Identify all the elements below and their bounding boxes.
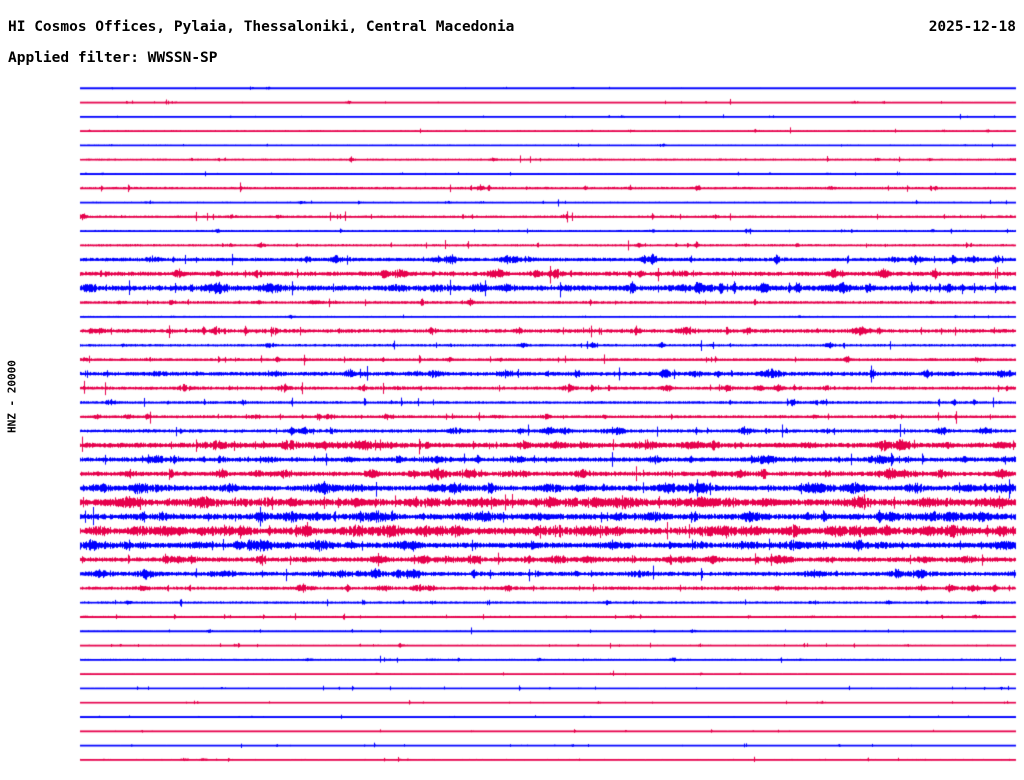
helicorder-page: HI Cosmos Offices, Pylaia, Thessaloniki,… xyxy=(0,0,1024,780)
helicorder-trace-canvas xyxy=(0,0,1024,780)
